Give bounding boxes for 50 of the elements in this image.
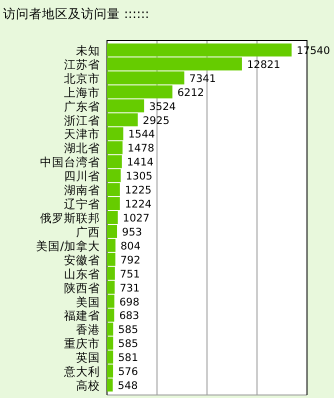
- data-label: 1478: [128, 142, 154, 155]
- y-tick-label: 山东省: [64, 266, 100, 281]
- y-tick-label: 天津市: [64, 127, 100, 142]
- data-label: 548: [118, 380, 138, 392]
- y-tick-label: 未知: [76, 43, 100, 58]
- y-tick-label: 四川省: [64, 169, 100, 184]
- data-label: 731: [120, 282, 140, 294]
- data-label: 698: [119, 296, 140, 308]
- y-tick-label: 重庆市: [64, 336, 100, 351]
- y-tick-label: 香港: [76, 322, 100, 337]
- y-tick-label: 广西: [76, 224, 100, 239]
- y-tick-label: 江苏省: [64, 57, 100, 72]
- data-label: 751: [120, 268, 140, 280]
- y-tick-label: 广东省: [64, 99, 100, 114]
- data-label: 1544: [128, 128, 156, 141]
- data-label: 1027: [122, 212, 150, 224]
- y-tick-label: 浙江省: [64, 113, 100, 128]
- y-tick-label: 高校: [76, 378, 100, 393]
- data-label: 792: [120, 254, 140, 266]
- data-label: 2925: [142, 114, 170, 127]
- data-label: 1224: [124, 198, 152, 211]
- data-label: 3524: [149, 100, 176, 113]
- data-label: 581: [118, 352, 138, 364]
- data-label: 953: [122, 226, 142, 238]
- y-tick-label: 美国: [76, 294, 100, 309]
- data-label: 6212: [177, 86, 204, 99]
- data-label: 585: [118, 324, 138, 336]
- data-label: 804: [120, 240, 141, 252]
- data-label: 1305: [126, 170, 152, 183]
- data-label: 12821: [246, 58, 280, 71]
- data-label: 1225: [124, 184, 152, 197]
- y-tick-label: 俄罗斯联邦: [40, 211, 100, 225]
- y-tick-label: 福建省: [64, 308, 100, 323]
- data-label: 585: [118, 338, 138, 350]
- y-tick-label: 意大利: [63, 364, 100, 379]
- data-label: 1414: [126, 156, 154, 169]
- y-tick-label: 湖南省: [64, 183, 100, 198]
- data-label: 7341: [189, 72, 216, 85]
- y-tick-label: 上海市: [64, 85, 100, 100]
- y-tick-label: 美国/加拿大: [36, 238, 100, 253]
- y-tick-label: 陕西省: [64, 280, 100, 295]
- y-tick-label: 辽宁省: [64, 197, 100, 212]
- y-tick-label: 安徽省: [64, 252, 100, 267]
- y-tick-label: 英国: [76, 350, 100, 365]
- data-label: 683: [119, 310, 140, 322]
- y-tick-label: 北京市: [64, 71, 100, 86]
- data-label: 576: [118, 366, 138, 378]
- y-tick-label: 中国台湾省: [40, 155, 100, 170]
- chart-title: 访问者地区及访问量 ::::::: [3, 6, 150, 21]
- y-tick-label: 湖北省: [64, 141, 100, 156]
